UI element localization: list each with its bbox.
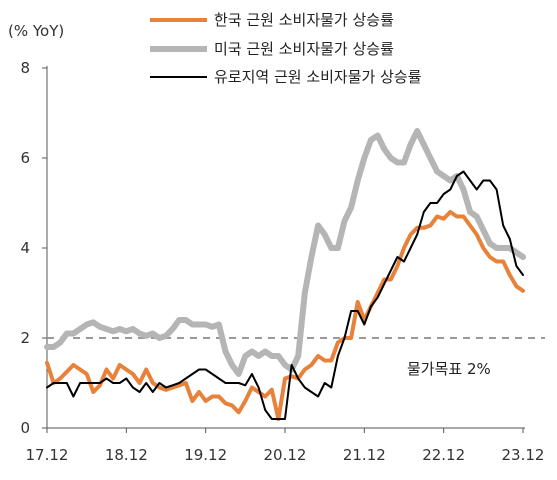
series-us-core-cpi: [44, 128, 526, 377]
x-tick-label: 22.12: [422, 446, 465, 464]
series-korea-core-cpi: [45, 210, 525, 421]
legend-item-us-label: 미국 근원 소비자물가 상승률: [214, 40, 394, 58]
x-tick-label: 20.12: [264, 446, 307, 464]
y-tick-label: 4: [20, 239, 30, 257]
series-group: [44, 128, 526, 421]
y-axis-ticks: 0 2 4 6 8: [20, 59, 47, 437]
y-tick-label: 0: [20, 419, 30, 437]
y-tick-label: 2: [20, 329, 30, 347]
reference-line-label: 물가목표 2%: [407, 360, 491, 378]
x-tick-label: 23.12: [502, 446, 545, 464]
x-tick-label: 18.12: [105, 446, 148, 464]
x-tick-label: 19.12: [184, 446, 227, 464]
legend-item-euro-label: 유로지역 근원 소비자물가 상승률: [214, 68, 422, 86]
x-tick-label: 17.12: [26, 446, 69, 464]
x-axis-ticks: 17.12 18.12 19.12 20.12 21.12 22.12 23.12: [26, 428, 545, 464]
series-euro-core-cpi: [46, 170, 524, 420]
reference-line-group: 물가목표 2%: [47, 337, 545, 378]
y-tick-label: 8: [20, 59, 30, 77]
y-tick-label: 6: [20, 149, 30, 167]
x-tick-label: 21.12: [343, 446, 386, 464]
y-unit-label: (% YoY): [8, 22, 64, 40]
legend-item-korea-label: 한국 근원 소비자물가 상승률: [214, 11, 394, 29]
